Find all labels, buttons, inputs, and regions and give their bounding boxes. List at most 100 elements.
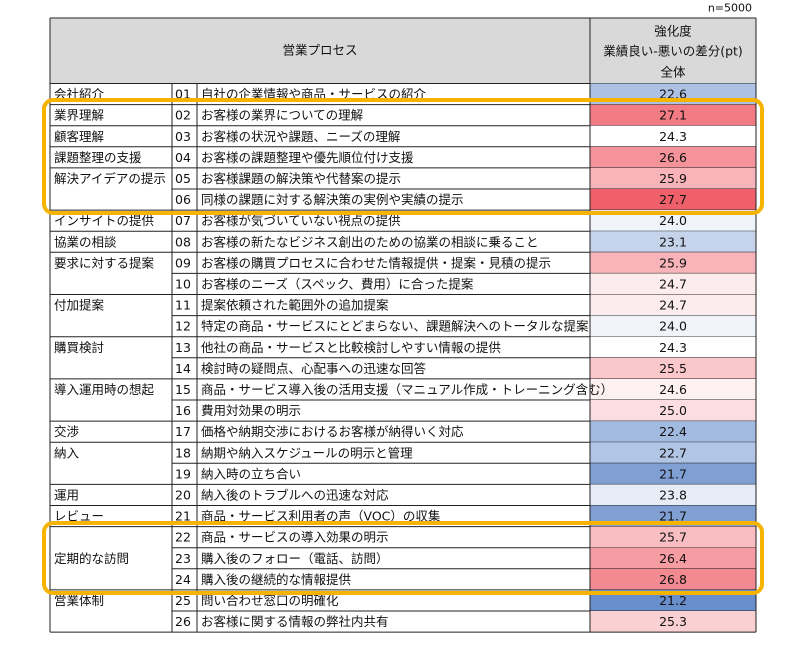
value-cell: [590, 125, 756, 147]
item-text: 検討時の疑問点、心配事への迅速な回答: [201, 361, 427, 376]
process-name: 課題整理の支援: [54, 150, 142, 165]
process-name: 定期的な訪問: [54, 551, 129, 566]
item-text: 納入後のトラブルへの迅速な対応: [201, 487, 389, 502]
process-name: 顧客理解: [54, 129, 104, 144]
value-cell: [590, 146, 756, 168]
item-text: 他社の商品・サービスと比較検討しやすい情報の提供: [201, 340, 501, 355]
item-value: 24.0: [659, 213, 687, 228]
item-value: 25.7: [659, 530, 687, 545]
header-bg: [50, 18, 756, 84]
item-value: 21.7: [659, 466, 687, 481]
item-value: 25.0: [659, 403, 687, 418]
value-cell: [590, 167, 756, 189]
item-number: 19: [175, 466, 191, 481]
item-text: 商品・サービス導入後の活用支援（マニュアル作成・トレーニング含む）: [201, 382, 613, 397]
value-cell: [590, 315, 756, 337]
item-value: 23.1: [659, 234, 687, 249]
value-cell: [590, 357, 756, 379]
item-text: 納入時の立ち合い: [201, 466, 301, 481]
item-text: 納期や納入スケジュールの明示と管理: [201, 445, 413, 460]
item-text: お客様の業界についての理解: [201, 108, 363, 123]
process-name: 営業体制: [54, 593, 104, 608]
item-value: 24.3: [659, 340, 687, 355]
process-name: 購買検討: [54, 340, 104, 355]
process-name: レビュー: [54, 509, 104, 524]
value-cell: [590, 568, 756, 590]
value-cell: [590, 378, 756, 400]
value-cell: [590, 421, 756, 443]
value-cell: [590, 400, 756, 422]
item-number: 20: [175, 487, 191, 502]
process-name: 付加提案: [54, 298, 105, 313]
highlight-box: [42, 98, 764, 215]
header-metric-scope: 全体: [660, 65, 686, 80]
item-value: 22.6: [659, 87, 687, 102]
item-number: 18: [175, 445, 191, 460]
value-cell: [590, 231, 756, 253]
item-value: 27.1: [659, 108, 687, 123]
item-number: 24: [175, 572, 191, 587]
item-value: 25.5: [659, 361, 687, 376]
item-number: 08: [175, 234, 191, 249]
process-name: 納入: [54, 445, 80, 460]
item-value: 24.3: [659, 129, 687, 144]
item-value: 22.4: [659, 424, 687, 439]
value-cell: [590, 589, 756, 611]
item-value: 21.7: [659, 509, 687, 524]
item-number: 12: [175, 319, 191, 334]
item-value: 24.7: [659, 276, 687, 291]
item-text: 同様の課題に対する解決策の実例や実績の提示: [201, 192, 464, 207]
item-number: 11: [175, 298, 191, 313]
item-text: お客様の購買プロセスに合わせた情報提供・提案・見積の提示: [201, 255, 551, 270]
item-number: 15: [175, 382, 191, 397]
process-name: 運用: [54, 487, 79, 502]
item-number: 25: [175, 593, 191, 608]
highlight-box: [42, 521, 764, 595]
item-text: 商品・サービス利用者の声（VOC）の収集: [201, 509, 441, 524]
item-text: 特定の商品・サービスにとどまらない、課題解決へのトータルな提案: [201, 319, 589, 334]
item-text: お客様課題の解決策や代替案の提示: [201, 171, 401, 186]
process-name: 業界理解: [54, 108, 104, 123]
item-text: お客様が気づいていない視点の提供: [201, 213, 401, 228]
item-text: 購入後のフォロー（電話、訪問）: [201, 551, 389, 566]
item-number: 22: [175, 530, 191, 545]
process-name: 解決アイデアの提示: [54, 171, 166, 186]
item-number: 04: [175, 150, 191, 165]
item-value: 24.0: [659, 319, 687, 334]
item-text: 価格や納期交渉におけるお客様が納得いく対応: [201, 424, 464, 439]
header-metric-subtitle: 業績良い-悪いの差分(pt): [603, 44, 743, 59]
item-number: 21: [175, 509, 191, 524]
item-number: 03: [175, 129, 191, 144]
value-cell: [590, 484, 756, 506]
item-number: 10: [175, 276, 191, 291]
value-cell: [590, 442, 756, 464]
item-value: 25.9: [659, 171, 687, 186]
value-cell: [590, 547, 756, 569]
value-cell: [590, 336, 756, 358]
item-value: 26.4: [659, 551, 687, 566]
item-text: 商品・サービスの導入効果の明示: [201, 530, 389, 545]
item-number: 01: [175, 87, 191, 102]
process-name: インサイトの提供: [54, 213, 154, 228]
item-text: お客様に関する情報の弊社内共有: [201, 614, 389, 629]
header-process: 営業プロセス: [282, 43, 357, 58]
item-number: 05: [175, 171, 191, 186]
item-value: 22.7: [659, 445, 687, 460]
value-cell: [590, 526, 756, 548]
process-name: 協業の相談: [54, 234, 117, 249]
item-text: お客様のニーズ（スペック、費用）に合った提案: [201, 276, 474, 291]
item-text: お客様の課題整理や優先順位付け支援: [201, 150, 414, 165]
item-text: お客様の状況や課題、ニーズの理解: [201, 129, 400, 144]
item-text: お客様の新たなビジネス創出のための協業の相談に乗ること: [201, 234, 539, 249]
item-value: 24.7: [659, 298, 687, 313]
sample-size: n=5000: [708, 2, 752, 15]
item-number: 26: [175, 614, 191, 629]
item-text: 問い合わせ窓口の明確化: [201, 593, 339, 608]
item-number: 02: [175, 108, 191, 123]
process-name: 導入運用時の想起: [54, 382, 155, 397]
item-value: 25.9: [659, 255, 687, 270]
item-number: 17: [175, 424, 191, 439]
item-value: 27.7: [659, 192, 687, 207]
header-metric-title: 強化度: [654, 24, 692, 39]
item-value: 25.3: [659, 614, 687, 629]
